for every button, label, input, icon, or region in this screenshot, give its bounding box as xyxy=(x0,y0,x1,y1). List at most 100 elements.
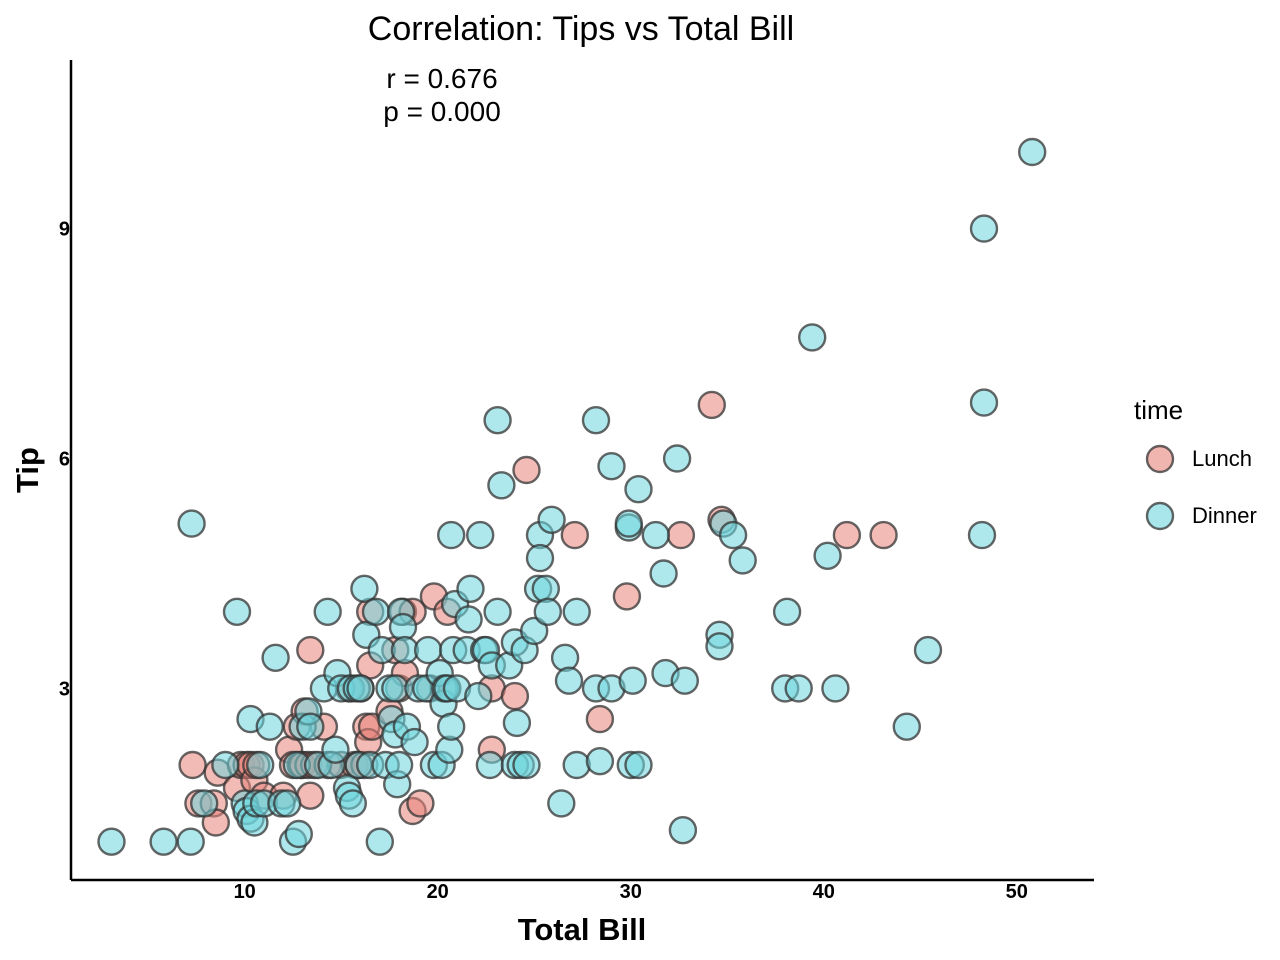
legend: time Lunch Dinner xyxy=(1134,395,1257,531)
point-dinner-51 xyxy=(384,750,414,780)
point-dinner-113 xyxy=(624,475,653,504)
x-tick-label-40: 40 xyxy=(813,881,835,903)
point-lunch-58 xyxy=(832,520,862,550)
y-axis-label: Tip xyxy=(10,447,45,493)
y-tick-label-3: 3 xyxy=(59,678,70,700)
point-dinner-21 xyxy=(284,819,313,849)
point-dinner-27 xyxy=(313,597,342,626)
point-dinner-98 xyxy=(547,789,576,818)
point-dinner-2 xyxy=(176,827,205,856)
point-dinner-123 xyxy=(718,520,748,550)
point-dinner-4 xyxy=(189,789,219,818)
point-dinner-16 xyxy=(261,643,290,672)
point-dinner-35 xyxy=(338,789,367,818)
point-dinner-107 xyxy=(597,452,626,481)
point-lunch-59 xyxy=(869,520,898,550)
point-dinner-24 xyxy=(296,712,325,741)
point-dinner-119 xyxy=(670,666,699,695)
point-lunch-51 xyxy=(512,455,541,485)
point-lunch-52 xyxy=(560,520,589,550)
point-dinner-126 xyxy=(772,597,802,626)
point-dinner-90 xyxy=(512,750,541,780)
point-dinner-128 xyxy=(798,323,827,352)
correlation-r-annotation: r = 0.676 xyxy=(386,63,497,94)
x-tick-label-10: 10 xyxy=(234,881,256,903)
point-lunch-56 xyxy=(697,390,726,420)
point-dinner-112 xyxy=(624,750,653,780)
point-lunch-43 xyxy=(406,789,435,818)
plot-points xyxy=(97,137,1047,856)
point-dinner-39 xyxy=(350,574,379,603)
point-dinner-6 xyxy=(222,597,252,626)
point-dinner-131 xyxy=(892,712,921,741)
point-dinner-132 xyxy=(913,635,943,665)
point-dinner-100 xyxy=(554,666,584,695)
point-dinner-104 xyxy=(581,406,611,435)
legend-title: time xyxy=(1134,395,1183,425)
point-dinner-87 xyxy=(502,708,532,738)
point-dinner-133 xyxy=(967,520,997,550)
legend-marker-dinner xyxy=(1145,501,1175,531)
point-dinner-124 xyxy=(728,546,757,575)
point-dinner-15 xyxy=(255,712,284,741)
point-dinner-118 xyxy=(668,816,698,845)
point-dinner-3 xyxy=(177,509,206,538)
legend-marker-lunch xyxy=(1145,444,1175,474)
point-dinner-127 xyxy=(784,674,813,703)
point-dinner-135 xyxy=(969,214,999,243)
point-dinner-82 xyxy=(483,406,512,435)
point-dinner-43 xyxy=(365,827,394,856)
point-dinner-5 xyxy=(211,750,240,780)
point-dinner-91 xyxy=(520,616,549,646)
point-dinner-13 xyxy=(246,750,275,780)
x-axis-label: Total Bill xyxy=(518,912,647,947)
point-lunch-55 xyxy=(666,520,696,550)
point-dinner-56 xyxy=(400,727,429,757)
point-lunch-54 xyxy=(612,582,642,611)
point-dinner-130 xyxy=(821,674,850,703)
point-dinner-68 xyxy=(437,520,466,550)
x-tick-label-50: 50 xyxy=(1006,881,1028,903)
correlation-p-annotation: p = 0.000 xyxy=(383,96,501,127)
point-dinner-83 xyxy=(487,471,516,500)
point-dinner-129 xyxy=(813,541,842,570)
point-dinner-97 xyxy=(537,505,566,534)
point-dinner-76 xyxy=(466,520,495,550)
point-dinner-117 xyxy=(662,444,692,473)
point-dinner-38 xyxy=(346,674,375,703)
point-dinner-29 xyxy=(321,735,350,764)
point-lunch-0 xyxy=(178,750,207,780)
point-dinner-109 xyxy=(614,509,643,538)
x-ticks: 10 20 30 40 50 xyxy=(234,881,1028,903)
point-dinner-102 xyxy=(562,750,591,780)
point-dinner-115 xyxy=(649,559,678,588)
point-dinner-74 xyxy=(456,574,485,603)
point-dinner-0 xyxy=(97,827,126,856)
point-dinner-75 xyxy=(464,681,493,711)
y-tick-label-6: 6 xyxy=(59,449,70,471)
point-dinner-67 xyxy=(437,712,466,741)
point-lunch-50 xyxy=(500,681,530,711)
x-tick-label-30: 30 xyxy=(620,881,642,903)
chart-title: Correlation: Tips vs Total Bill xyxy=(368,10,794,48)
point-dinner-73 xyxy=(454,605,483,634)
point-dinner-105 xyxy=(585,747,615,776)
point-dinner-1 xyxy=(149,827,178,856)
legend-label-dinner: Dinner xyxy=(1192,503,1257,528)
point-dinner-96 xyxy=(533,597,562,626)
point-dinner-81 xyxy=(483,597,512,626)
point-dinner-121 xyxy=(705,632,734,661)
point-dinner-18 xyxy=(273,789,302,818)
point-dinner-134 xyxy=(969,388,999,417)
point-dinner-99 xyxy=(550,643,580,672)
x-tick-label-20: 20 xyxy=(427,881,449,903)
legend-label-lunch: Lunch xyxy=(1192,446,1252,471)
point-dinner-42 xyxy=(361,597,391,626)
y-ticks: 3 6 9 xyxy=(59,219,70,701)
point-dinner-94 xyxy=(525,543,555,573)
point-lunch-21 xyxy=(296,635,325,665)
point-dinner-114 xyxy=(641,520,670,550)
y-tick-label-9: 9 xyxy=(59,219,70,241)
point-dinner-136 xyxy=(1017,137,1047,167)
